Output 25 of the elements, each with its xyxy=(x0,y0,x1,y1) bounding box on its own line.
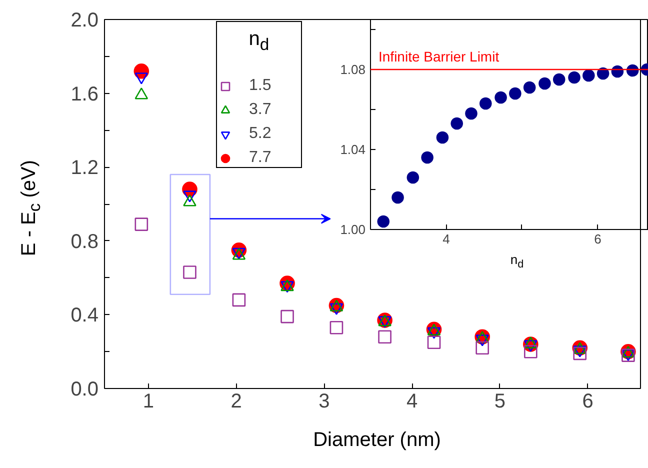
y-tick-label: 1.2 xyxy=(70,157,99,180)
legend-label: 7.7 xyxy=(249,148,272,168)
y-tick-label: 1.04 xyxy=(340,142,366,157)
y-tick-label: 1.08 xyxy=(340,62,366,77)
x-tick-label: 6 xyxy=(594,232,602,246)
x-tick-label: 4 xyxy=(442,232,450,246)
x-axis-title: Diameter (nm) xyxy=(313,428,441,453)
x-tick-label: 6 xyxy=(582,390,594,412)
y-tick-label: 0.0 xyxy=(70,378,99,400)
y-tick-label: 0.8 xyxy=(70,230,99,253)
legend-label: 5.2 xyxy=(249,124,272,144)
y-tick-label: 1.00 xyxy=(340,222,366,237)
x-tick-label: 4 xyxy=(406,390,418,412)
ref-line-label: Infinite Barrier Limit xyxy=(378,48,500,64)
legend-label: 1.5 xyxy=(249,76,272,96)
y-tick-label: 2.0 xyxy=(70,10,99,32)
x-tick-label: 2 xyxy=(230,390,242,412)
x-tick-label: 3 xyxy=(318,390,330,412)
y-tick-label: 1.6 xyxy=(70,83,99,106)
legend-label: 3.7 xyxy=(249,100,272,120)
y-tick-label: 0.4 xyxy=(70,304,99,327)
x-axis-title: n$_{d}$ xyxy=(510,251,524,273)
legend-title: n$_{d}$ xyxy=(248,27,270,56)
x-tick-label: 5 xyxy=(494,390,506,412)
x-tick-label: 1 xyxy=(142,390,154,412)
